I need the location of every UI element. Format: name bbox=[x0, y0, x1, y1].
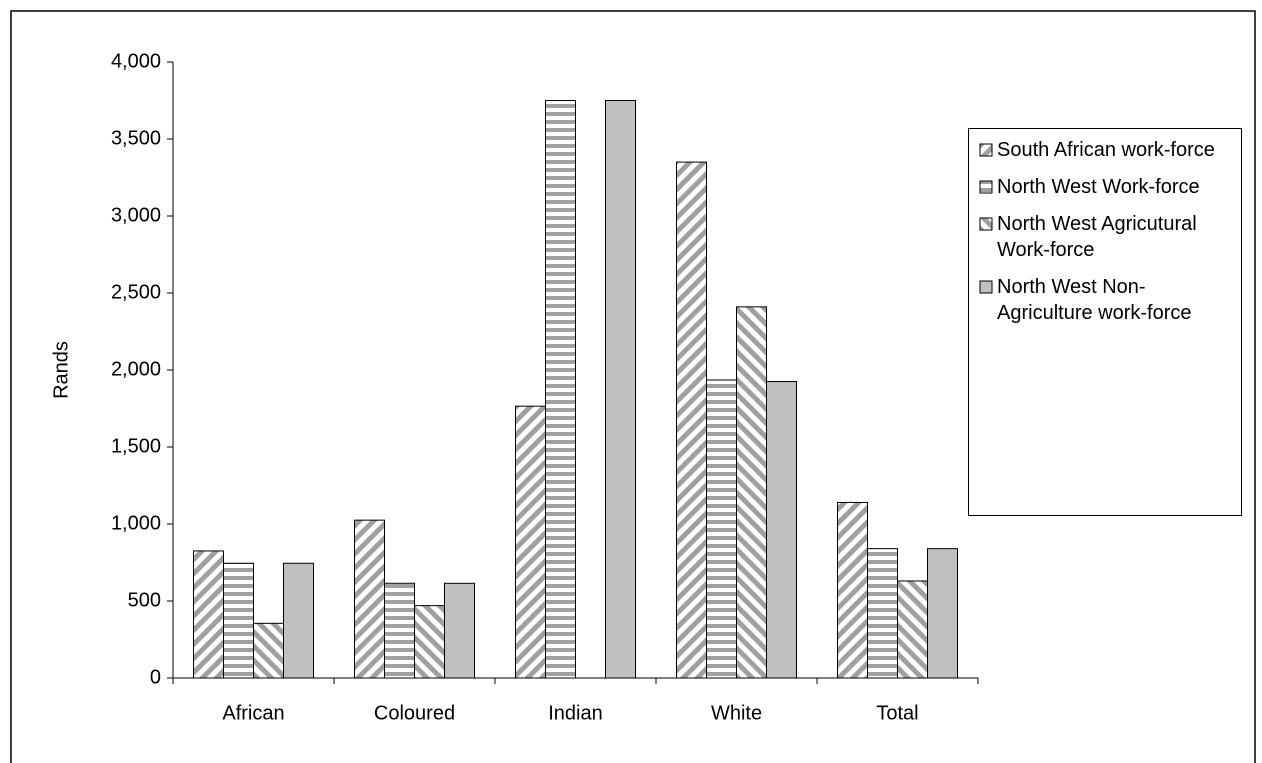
x-tick-label: White bbox=[711, 702, 762, 724]
legend-swatch bbox=[979, 143, 993, 157]
bar bbox=[867, 548, 898, 679]
frame bbox=[10, 10, 1256, 763]
bar bbox=[223, 562, 254, 679]
legend-swatch-box bbox=[979, 217, 993, 231]
bar bbox=[515, 405, 546, 679]
x-tick-label: Indian bbox=[548, 702, 603, 724]
bar bbox=[253, 622, 284, 679]
y-tick-label: 0 bbox=[150, 666, 161, 688]
legend-swatch bbox=[979, 217, 993, 231]
bar bbox=[545, 100, 576, 679]
legend-swatch bbox=[979, 180, 993, 194]
legend-label: South African work-force bbox=[997, 139, 1215, 161]
bar bbox=[676, 161, 707, 679]
y-tick-label: 2,500 bbox=[111, 281, 161, 303]
legend-entry: North West Work-force bbox=[979, 174, 1237, 200]
legend-label: North West Agricutural Work-force bbox=[997, 213, 1197, 261]
y-tick-label: 3,500 bbox=[111, 127, 161, 149]
y-tick-label: 1,000 bbox=[111, 512, 161, 534]
bar bbox=[444, 582, 475, 679]
bar bbox=[384, 582, 415, 679]
bar bbox=[354, 519, 385, 679]
bar bbox=[766, 381, 797, 679]
x-tick-label: Coloured bbox=[374, 702, 455, 724]
legend: South African work-force North West Work-… bbox=[968, 128, 1242, 516]
y-tick-label: 2,000 bbox=[111, 358, 161, 380]
y-axis-title: Rands bbox=[50, 341, 72, 399]
legend-swatch bbox=[979, 280, 993, 294]
bar bbox=[706, 379, 737, 679]
legend-label: North West Work-force bbox=[997, 176, 1200, 198]
bar bbox=[414, 605, 445, 679]
x-tick-label: African bbox=[222, 702, 284, 724]
legend-entry: North West Non-Agriculture work-force bbox=[979, 274, 1237, 326]
legend-label: North West Non-Agriculture work-force bbox=[997, 276, 1192, 324]
bar bbox=[283, 562, 314, 679]
x-tick-label: Total bbox=[876, 702, 918, 724]
bar bbox=[927, 548, 958, 679]
legend-entry: North West Agricutural Work-force bbox=[979, 211, 1237, 263]
bar bbox=[837, 501, 868, 679]
bar bbox=[736, 306, 767, 679]
bar bbox=[193, 550, 224, 679]
legend-swatch-box bbox=[979, 180, 993, 194]
y-tick-label: 3,000 bbox=[111, 204, 161, 226]
bar bbox=[605, 100, 636, 679]
bar bbox=[897, 580, 928, 679]
y-tick-label: 1,500 bbox=[111, 435, 161, 457]
y-tick-label: 4,000 bbox=[111, 50, 161, 72]
legend-swatch-box bbox=[979, 143, 993, 157]
legend-swatch-box bbox=[979, 280, 993, 294]
legend-entry: South African work-force bbox=[979, 137, 1237, 163]
y-tick-label: 500 bbox=[128, 589, 161, 611]
